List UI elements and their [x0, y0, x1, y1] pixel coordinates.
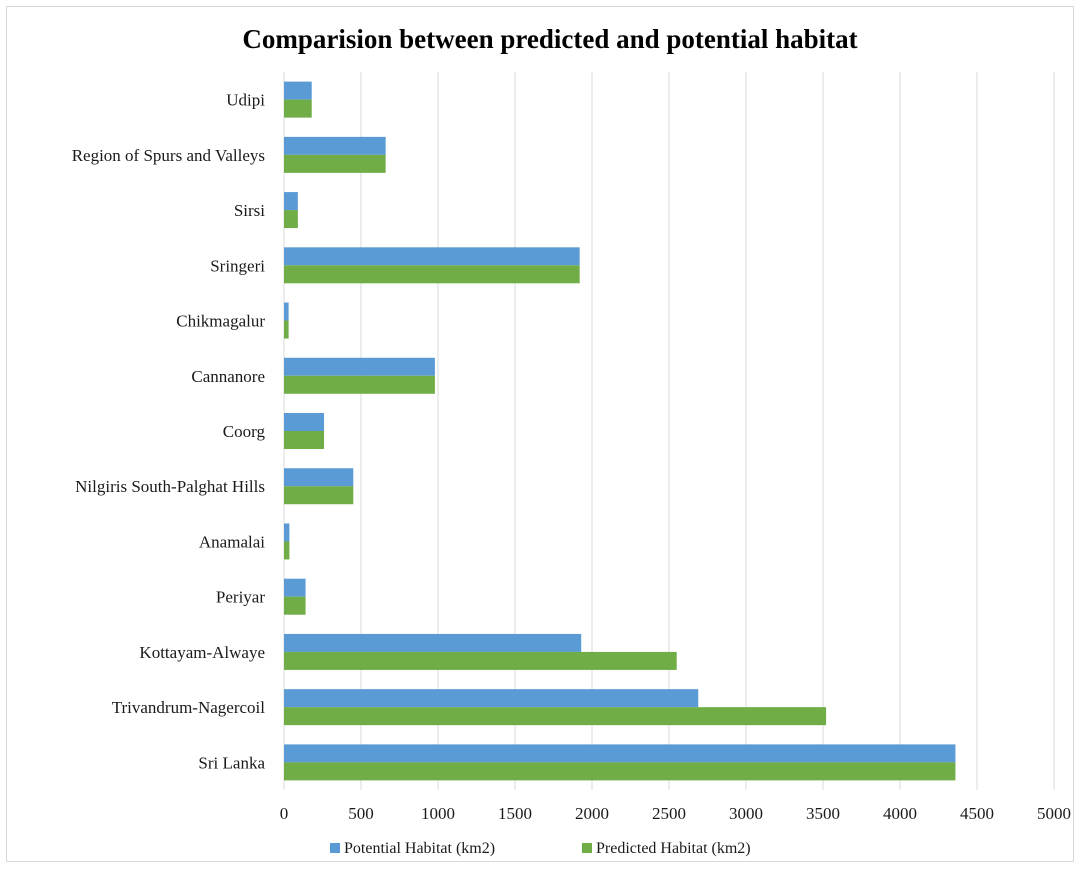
category-label: Periyar	[216, 588, 265, 607]
category-label: Kottayam-Alwaye	[139, 643, 265, 662]
bar-potential	[284, 302, 289, 321]
bar-potential	[284, 136, 386, 155]
x-tick-label: 500	[348, 804, 374, 823]
bar-potential	[284, 357, 435, 376]
x-tick-label: 3000	[729, 804, 763, 823]
legend-item-potential: Potential Habitat (km2)	[330, 840, 495, 857]
category-label: Cannanore	[191, 367, 265, 386]
bar-predicted	[284, 762, 956, 781]
category-label: Anamalai	[199, 532, 265, 551]
legend-item-predicted: Predicted Habitat (km2)	[582, 840, 751, 857]
category-label: Trivandrum-Nagercoil	[112, 698, 266, 717]
bar-potential	[284, 523, 290, 542]
bars	[284, 81, 956, 781]
x-tick-label: 2000	[575, 804, 609, 823]
legend-swatch-potential	[330, 843, 340, 853]
category-label: Region of Spurs and Valleys	[72, 146, 265, 165]
bar-potential	[284, 81, 312, 100]
legend-label-predicted: Predicted Habitat (km2)	[596, 840, 751, 857]
bar-predicted	[284, 651, 677, 670]
category-label: Coorg	[223, 422, 266, 441]
x-tick-label: 4000	[883, 804, 917, 823]
bar-potential	[284, 689, 699, 708]
bar-predicted	[284, 265, 580, 284]
bar-potential	[284, 744, 956, 763]
x-tick-label: 4500	[960, 804, 994, 823]
bar-potential	[284, 192, 298, 211]
x-tick-label: 0	[280, 804, 289, 823]
category-label: Sirsi	[234, 201, 265, 220]
category-label: Chikmagalur	[176, 312, 265, 331]
x-tick-label: 5000	[1037, 804, 1071, 823]
bar-potential	[284, 633, 582, 652]
bar-predicted	[284, 320, 289, 339]
x-tick-label: 1500	[498, 804, 532, 823]
x-tick-label: 3500	[806, 804, 840, 823]
bar-predicted	[284, 486, 354, 505]
category-label: Sringeri	[210, 256, 265, 275]
bar-potential	[284, 468, 354, 487]
category-label: Udipi	[226, 91, 265, 110]
bar-predicted	[284, 707, 827, 726]
x-tick-label: 1000	[421, 804, 455, 823]
gridlines	[283, 72, 1055, 790]
category-label: Nilgiris South-Palghat Hills	[75, 477, 265, 496]
chart-title: Comparision between predicted and potent…	[242, 24, 857, 54]
bar-predicted	[284, 99, 312, 118]
category-labels: Udipi Region of Spurs and Valleys Sirsi Sri…	[72, 91, 266, 773]
bar-potential	[284, 247, 580, 266]
bar-potential	[284, 578, 306, 597]
bar-predicted	[284, 210, 298, 229]
bar-predicted	[284, 154, 386, 173]
bar-predicted	[284, 375, 435, 394]
legend: Potential Habitat (km2) Predicted Habita…	[330, 840, 751, 857]
x-axis-ticks: 0 500 1000 1500 2000 2500 3000 3500 4000 4500 5000	[280, 804, 1071, 823]
x-tick-label: 2500	[652, 804, 686, 823]
bar-predicted	[284, 541, 290, 560]
bar-predicted	[284, 596, 306, 615]
bar-predicted	[284, 431, 325, 449]
legend-label-potential: Potential Habitat (km2)	[344, 840, 495, 857]
legend-swatch-predicted	[582, 843, 592, 853]
bar-potential	[284, 413, 325, 431]
category-label: Sri Lanka	[198, 753, 265, 772]
